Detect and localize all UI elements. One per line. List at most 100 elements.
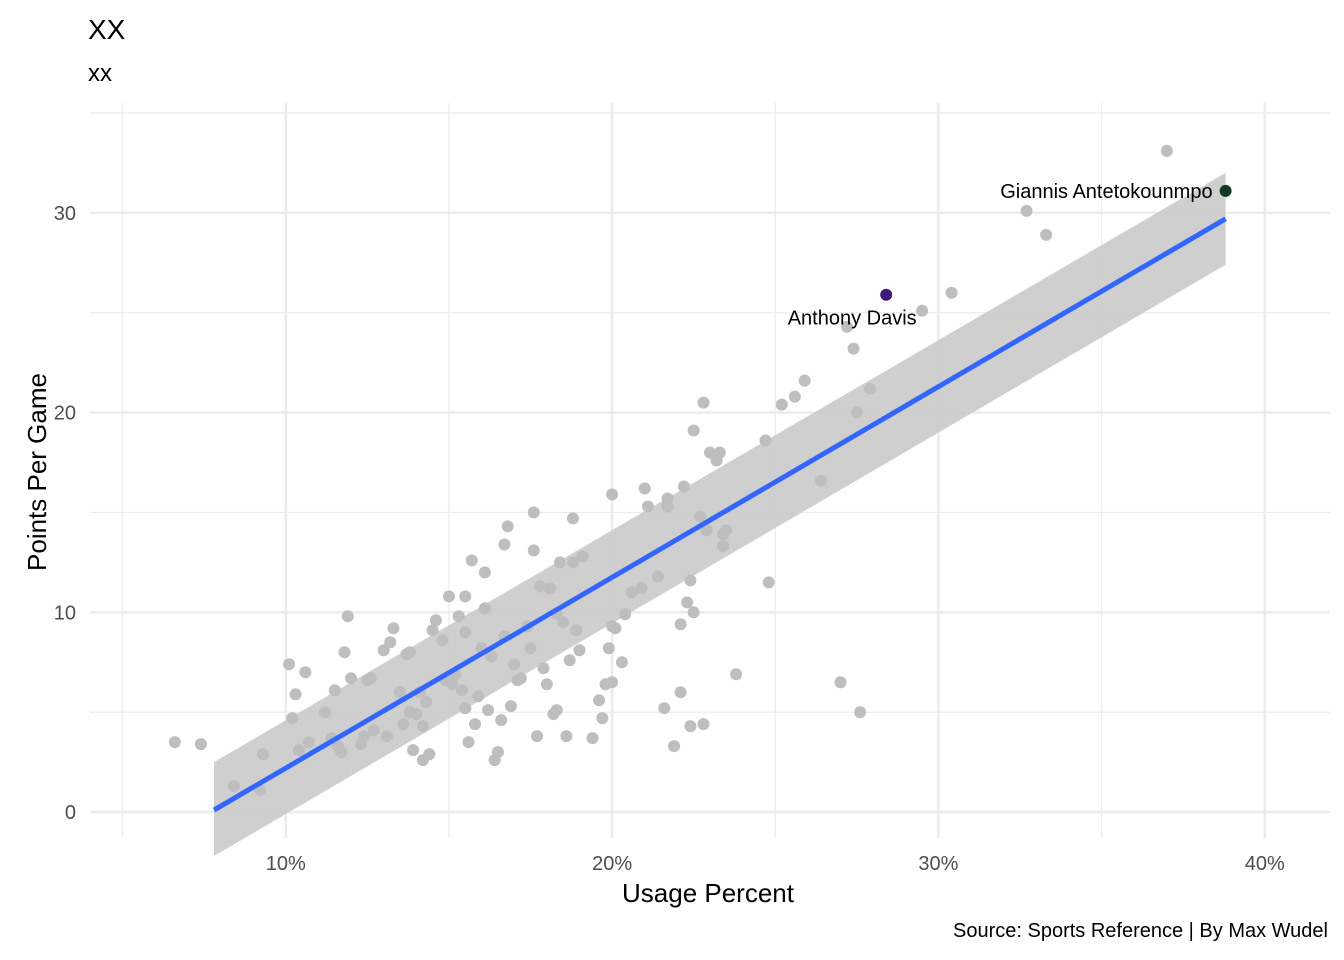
data-point-133 — [775, 398, 788, 411]
data-point-111 — [668, 740, 681, 753]
data-point-105 — [638, 482, 651, 495]
data-point-53 — [465, 554, 478, 567]
x-tick-label-2: 30% — [918, 853, 958, 875]
data-point-27 — [387, 622, 400, 635]
data-point-142 — [863, 382, 876, 395]
data-point-45 — [446, 678, 459, 691]
data-point-87 — [566, 512, 579, 525]
grid-layer — [90, 103, 1330, 838]
data-point-107 — [651, 570, 664, 583]
data-point-90 — [573, 644, 586, 657]
data-point-123 — [713, 446, 726, 459]
data-point-129 — [720, 524, 733, 537]
data-point-130 — [730, 668, 743, 681]
data-point-24 — [377, 644, 390, 657]
highlight-layer: Anthony Davis Giannis Antetokounmpo — [788, 181, 1232, 330]
data-point-144 — [945, 286, 958, 299]
data-point-97 — [606, 676, 619, 689]
data-point-5 — [283, 658, 296, 671]
data-point-25 — [380, 730, 393, 743]
data-point-101 — [615, 656, 628, 669]
data-point-15 — [335, 746, 348, 759]
data-point-119 — [687, 424, 700, 437]
data-point-112 — [674, 618, 687, 631]
points-layer — [168, 144, 1173, 797]
data-point-13 — [328, 684, 341, 697]
data-point-104 — [635, 582, 648, 595]
data-point-2 — [227, 780, 240, 793]
data-point-55 — [472, 690, 485, 703]
x-tick-label-3: 40% — [1245, 853, 1285, 875]
data-point-141 — [854, 706, 867, 719]
data-point-118 — [687, 606, 700, 619]
data-point-22 — [364, 672, 377, 685]
data-point-6 — [286, 712, 299, 725]
data-point-36 — [416, 720, 429, 733]
data-point-54 — [469, 718, 482, 731]
data-point-47 — [452, 610, 465, 623]
data-point-39 — [423, 748, 436, 761]
data-point-128 — [704, 446, 716, 459]
data-point-121 — [700, 524, 713, 537]
data-point-57 — [478, 602, 491, 615]
data-point-83 — [553, 556, 566, 569]
data-point-51 — [459, 702, 472, 715]
data-point-41 — [429, 614, 442, 627]
data-point-102 — [619, 608, 632, 621]
data-point-29 — [397, 718, 410, 731]
data-point-38 — [420, 696, 433, 709]
data-point-146 — [1040, 228, 1053, 241]
chart-subtitle: xx — [88, 60, 112, 87]
data-point-136 — [814, 474, 827, 487]
data-point-59 — [482, 704, 495, 717]
data-point-63 — [495, 714, 508, 727]
data-point-16 — [338, 646, 351, 659]
data-point-116 — [684, 574, 697, 587]
x-tick-label-0: 10% — [266, 853, 306, 875]
data-point-73 — [527, 506, 540, 519]
data-point-26 — [384, 636, 397, 649]
data-point-10 — [302, 736, 315, 749]
data-point-52 — [462, 736, 475, 749]
data-point-140 — [850, 406, 863, 419]
data-point-0 — [168, 736, 181, 749]
data-point-85 — [560, 730, 573, 743]
data-point-94 — [596, 712, 609, 725]
data-point-68 — [508, 658, 521, 671]
data-point-127 — [697, 396, 710, 409]
data-point-138 — [841, 320, 854, 333]
data-point-9 — [299, 666, 312, 679]
data-point-143 — [916, 304, 929, 317]
data-point-108 — [658, 702, 671, 715]
x-tick-label-1: 20% — [592, 853, 632, 875]
data-point-91 — [576, 550, 589, 563]
data-point-79 — [544, 582, 557, 595]
data-point-34 — [410, 708, 423, 721]
data-point-117 — [684, 720, 697, 733]
highlight-point-0 — [880, 288, 893, 301]
data-point-42 — [436, 634, 449, 647]
data-point-92 — [586, 732, 599, 745]
data-point-103 — [625, 586, 638, 599]
data-point-126 — [697, 718, 710, 731]
data-point-110 — [661, 500, 674, 513]
y-tick-label-1: 10 — [54, 602, 76, 624]
data-point-88 — [566, 556, 579, 569]
data-point-62 — [491, 746, 504, 759]
data-point-135 — [798, 374, 811, 387]
chart-caption: Source: Sports Reference | By Max Wudel — [953, 920, 1328, 942]
data-point-49 — [459, 626, 472, 639]
y-tick-label-3: 30 — [54, 203, 76, 225]
highlight-label-0: Anthony Davis — [788, 308, 917, 330]
data-point-65 — [498, 538, 511, 551]
data-point-28 — [394, 686, 406, 699]
data-point-4 — [256, 748, 269, 761]
data-point-96 — [602, 642, 615, 655]
data-point-84 — [557, 616, 570, 629]
y-axis-title: Points Per Game — [22, 373, 52, 571]
data-point-89 — [570, 624, 583, 637]
data-point-74 — [527, 544, 540, 557]
data-point-50 — [459, 590, 472, 603]
data-point-100 — [609, 622, 622, 635]
data-point-7 — [289, 688, 302, 701]
